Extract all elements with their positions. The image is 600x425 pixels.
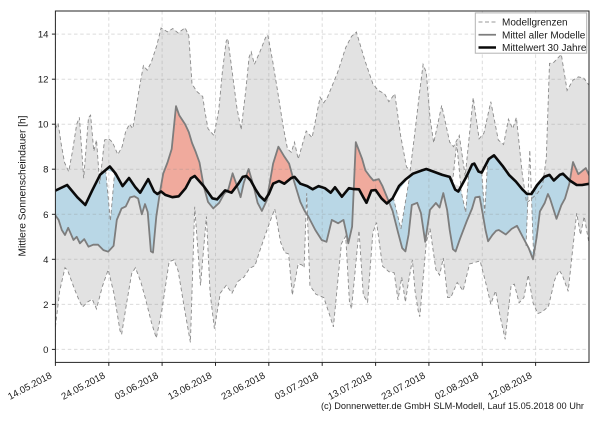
svg-text:0: 0 [43,345,48,356]
svg-text:Modellgrenzen: Modellgrenzen [502,18,568,29]
svg-text:8: 8 [43,165,48,176]
svg-text:(c) Donnerwetter.de GmbH SLM-M: (c) Donnerwetter.de GmbH SLM-Modell, Lau… [321,401,584,411]
svg-text:12: 12 [38,75,49,86]
svg-text:10: 10 [38,120,49,131]
svg-text:4: 4 [43,255,49,266]
svg-text:6: 6 [43,210,48,221]
svg-text:Mittelwert 30 Jahre: Mittelwert 30 Jahre [502,43,587,54]
svg-text:2: 2 [43,300,48,311]
svg-text:14: 14 [38,30,49,41]
svg-text:Mittel aller Modelle: Mittel aller Modelle [502,30,586,41]
svg-text:Mittlere Sonnenscheindauer [h]: Mittlere Sonnenscheindauer [h] [18,115,29,256]
